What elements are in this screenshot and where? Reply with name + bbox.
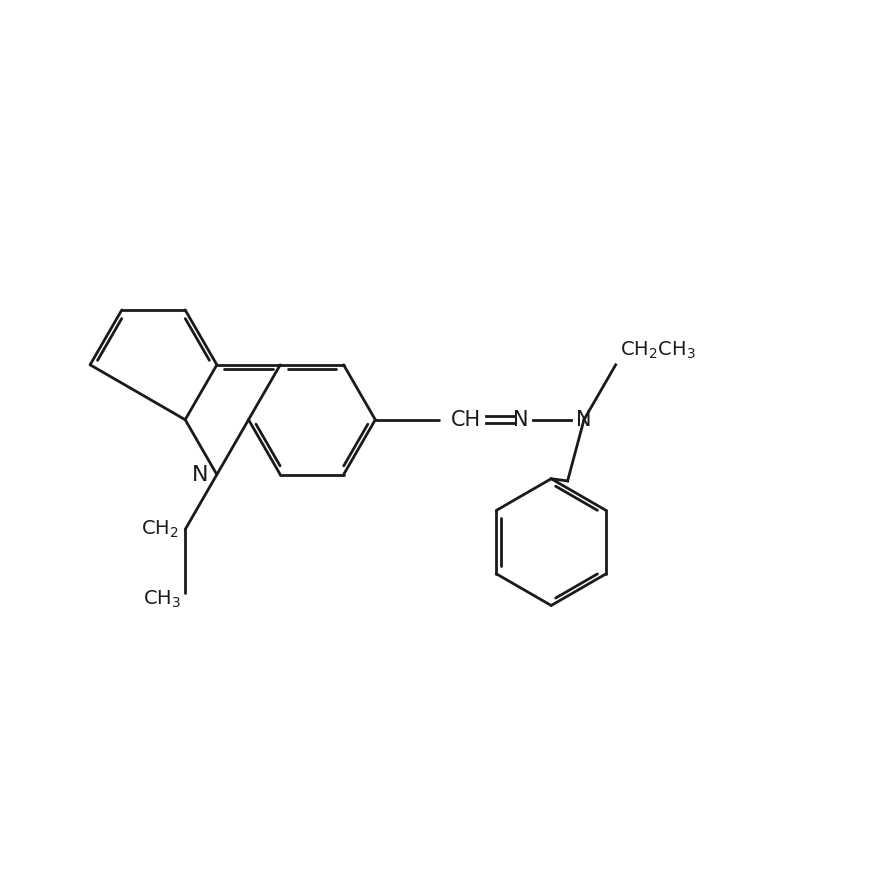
Text: N: N [192,465,208,484]
Text: N: N [513,409,529,430]
Text: CH$_2$: CH$_2$ [141,519,178,540]
Text: N: N [576,409,592,430]
Text: CH$_3$: CH$_3$ [143,589,181,611]
Text: CH: CH [451,409,481,430]
Text: CH$_2$CH$_3$: CH$_2$CH$_3$ [620,339,696,360]
